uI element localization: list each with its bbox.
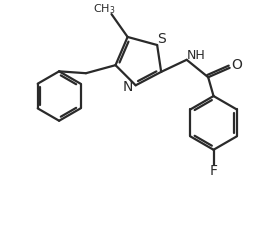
Text: S: S <box>158 32 166 46</box>
Text: NH: NH <box>187 49 206 62</box>
Text: O: O <box>232 58 242 72</box>
Text: N: N <box>123 80 133 94</box>
Text: CH$_3$: CH$_3$ <box>93 2 115 16</box>
Text: F: F <box>210 164 218 178</box>
